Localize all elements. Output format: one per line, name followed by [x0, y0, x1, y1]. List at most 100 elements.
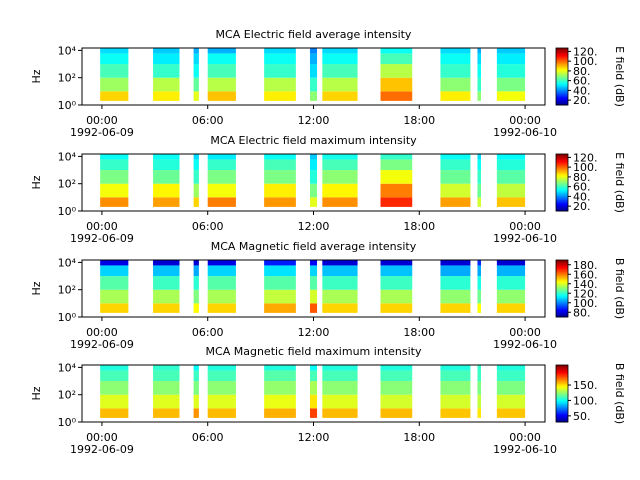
- colorbar-tick-label: 120.: [573, 45, 598, 58]
- x-tick-label: 06:00: [192, 326, 224, 339]
- spectrogram-cell: [193, 408, 199, 418]
- colorbar-tick-label: 80.: [573, 65, 591, 78]
- colorbar-step: [556, 287, 568, 289]
- colorbar-step: [556, 155, 568, 158]
- spectrogram-cell: [496, 159, 526, 171]
- colorbar-step: [556, 57, 568, 60]
- colorbar-step: [556, 294, 568, 297]
- colorbar-tick-label: 20.: [573, 94, 591, 107]
- colorbar-step: [556, 277, 568, 280]
- spectrogram-cell: [322, 53, 358, 65]
- spectrogram-cell: [440, 159, 471, 171]
- spectrogram-cell: [440, 183, 471, 198]
- colorbar-step: [556, 179, 568, 182]
- spectrogram-cell: [477, 381, 481, 395]
- spectrogram-cell: [380, 394, 413, 409]
- spectrogram-cell: [153, 408, 180, 418]
- spectrogram-cell: [264, 265, 296, 277]
- colorbar-step: [556, 274, 568, 277]
- colorbar-step: [556, 82, 568, 85]
- spectrogram-cell: [496, 53, 526, 65]
- spectrogram-cell: [477, 260, 481, 266]
- spectrogram-cell: [496, 394, 526, 409]
- spectrogram-cell: [207, 154, 236, 160]
- colorbar-step: [556, 48, 568, 50]
- spectrogram-cell: [264, 370, 296, 382]
- spectrogram-cell: [440, 276, 471, 290]
- colorbar-step: [556, 366, 568, 369]
- spectrogram-cell: [193, 91, 199, 101]
- spectrogram-cell: [264, 289, 296, 304]
- colorbar-step: [556, 182, 568, 185]
- colorbar-step: [556, 186, 568, 189]
- spectrogram-cell: [207, 91, 236, 101]
- spectrogram-cell: [207, 276, 236, 290]
- spectrogram-cell: [477, 394, 481, 409]
- colorbar-step: [556, 407, 568, 410]
- colorbar-step: [556, 393, 568, 396]
- spectrogram-cell: [380, 370, 413, 382]
- colorbar-step: [556, 275, 568, 278]
- spectrogram-cell: [193, 276, 199, 290]
- colorbar-step: [556, 73, 568, 76]
- colorbar-step: [556, 282, 568, 285]
- spectrogram-cell: [264, 408, 296, 418]
- spectrogram-cell: [322, 276, 358, 290]
- colorbar-step: [556, 158, 568, 161]
- spectrogram-cell: [440, 77, 471, 92]
- spectrogram-cell: [264, 260, 296, 266]
- panel-title: MCA Electric field average intensity: [216, 28, 412, 41]
- spectrogram-cell: [440, 260, 471, 266]
- spectrogram-cell: [322, 159, 358, 171]
- spectrogram-cell: [193, 260, 199, 266]
- colorbar-step: [556, 384, 568, 387]
- spectrogram-cell: [322, 154, 358, 160]
- spectrogram-cell: [322, 183, 358, 198]
- spectrogram-cell: [207, 370, 236, 382]
- spectrogram-cell: [264, 48, 296, 54]
- spectrogram-cell: [496, 276, 526, 290]
- spectrogram-cell: [477, 289, 481, 304]
- colorbar-step: [556, 90, 568, 93]
- colorbar-step: [556, 191, 568, 193]
- colorbar-tick-label: 100.: [573, 297, 598, 310]
- spectrogram-cell: [477, 265, 481, 277]
- colorbar-step: [556, 370, 568, 373]
- spectrogram-cell: [309, 53, 318, 65]
- spectrogram-cell: [322, 289, 358, 304]
- spectrogram-cell: [207, 197, 236, 207]
- spectrogram-cell: [309, 276, 318, 290]
- colorbar-step: [556, 377, 568, 380]
- spectrogram-cell: [477, 64, 481, 78]
- spectrogram-cell: [380, 289, 413, 304]
- colorbar-step: [556, 285, 568, 288]
- colorbar-step: [556, 50, 568, 53]
- colorbar-step: [556, 365, 568, 367]
- colorbar-step: [556, 206, 568, 209]
- colorbar-step: [556, 95, 568, 97]
- x-tick-date: 1992-06-09: [70, 443, 134, 456]
- colorbar-tick-label: 120.: [573, 287, 598, 300]
- spectrogram-cell: [309, 365, 318, 371]
- colorbar-step: [556, 70, 568, 73]
- colorbar-step: [556, 260, 568, 262]
- x-tick-label: 12:00: [298, 326, 330, 339]
- spectrogram-cell: [153, 265, 180, 277]
- spectrogram-cell: [309, 394, 318, 409]
- spectrogram-cell: [322, 365, 358, 371]
- spectrogram-cell: [100, 370, 129, 382]
- x-tick-label: 00:00: [86, 326, 118, 339]
- y-axis-label: Hz: [30, 386, 43, 400]
- x-tick-label: 00:00: [509, 326, 541, 339]
- colorbar-step: [556, 291, 568, 294]
- spectrogram-cell: [322, 394, 358, 409]
- colorbar-step: [556, 380, 568, 383]
- spectrogram-cell: [380, 159, 413, 171]
- spectrogram-cell: [380, 365, 413, 371]
- spectrogram-cell: [100, 276, 129, 290]
- spectrogram-cell: [309, 159, 318, 171]
- colorbar-step: [556, 87, 568, 90]
- x-tick-label: 06:00: [192, 220, 224, 233]
- spectrogram-cell: [264, 91, 296, 101]
- colorbar-label: B field (dB): [613, 258, 626, 319]
